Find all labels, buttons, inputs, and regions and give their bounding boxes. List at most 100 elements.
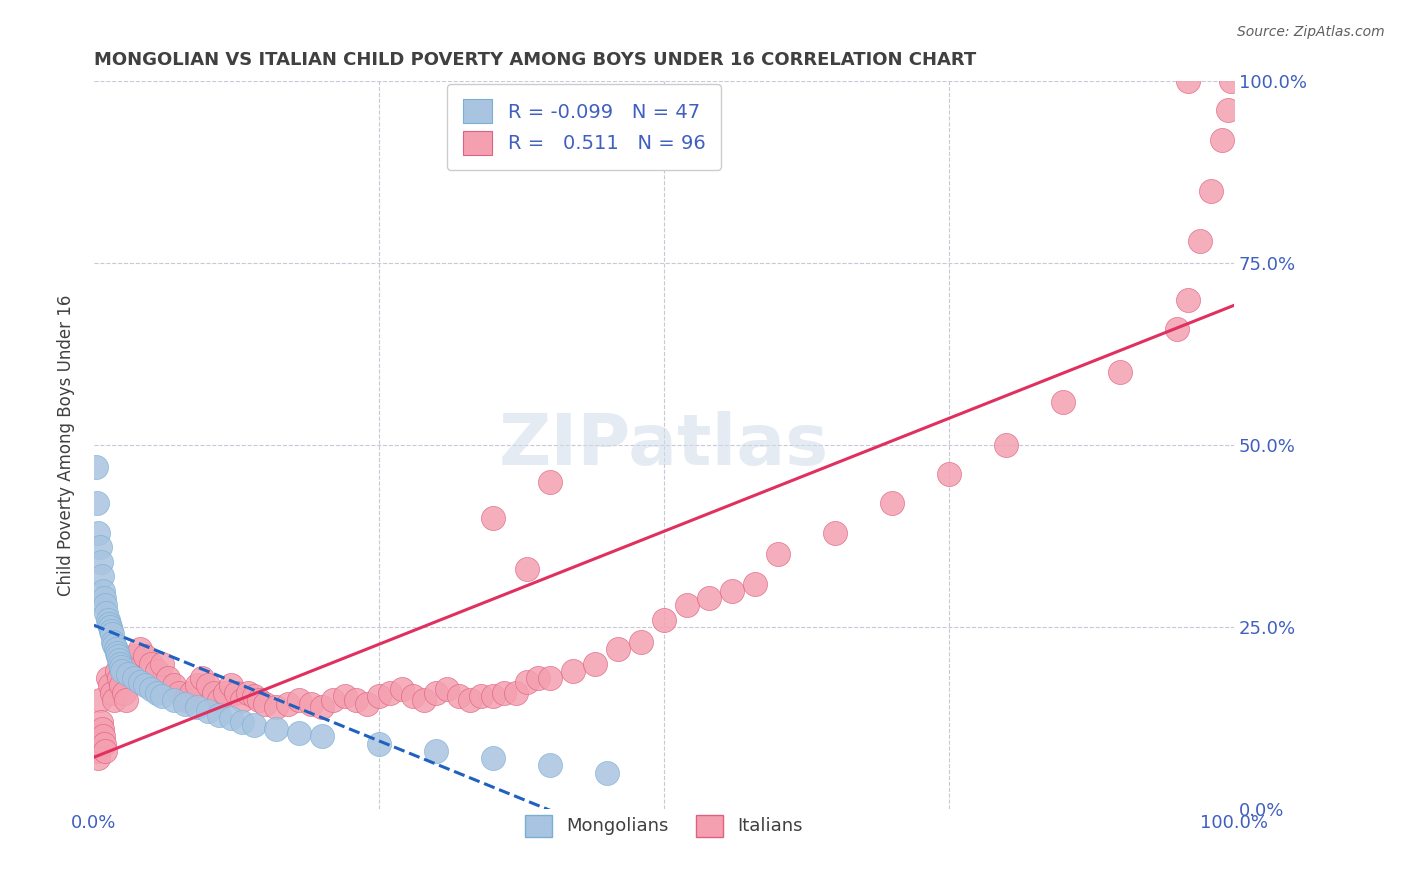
Point [90,555,112,569]
Point [231,693,253,707]
Point [425,744,447,758]
Point [163,693,186,707]
Point [197,678,219,692]
Point [266,722,288,736]
Point [101,686,124,700]
Point [231,714,253,729]
Point [108,657,131,671]
Point [630,634,652,648]
Point [122,649,145,664]
Text: MONGOLIAN VS ITALIAN CHILD POVERTY AMONG BOYS UNDER 16 CORRELATION CHART: MONGOLIAN VS ITALIAN CHILD POVERTY AMONG… [94,51,976,69]
Text: Source: ZipAtlas.com: Source: ZipAtlas.com [1237,25,1385,39]
Point [110,660,132,674]
Point [458,693,481,707]
Point [214,686,236,700]
Point [115,693,138,707]
Point [322,693,344,707]
Point [139,657,162,671]
Point [86,496,108,510]
Point [880,496,903,510]
Point [202,686,225,700]
Point [1211,132,1233,146]
Point [744,576,766,591]
Point [87,751,110,765]
Point [311,700,333,714]
Point [494,686,516,700]
Point [482,690,505,704]
Point [585,657,607,671]
Point [117,657,139,671]
Point [84,460,107,475]
Point [150,690,173,704]
Point [93,737,115,751]
Point [277,697,299,711]
Point [1177,74,1199,88]
Point [145,664,167,678]
Point [108,653,131,667]
Point [607,642,630,657]
Point [98,620,121,634]
Point [247,693,270,707]
Point [1166,322,1188,336]
Point [766,548,789,562]
Point [134,678,156,692]
Point [157,671,180,685]
Point [103,634,125,648]
Point [174,693,197,707]
Point [86,744,108,758]
Point [242,718,264,732]
Point [93,591,115,605]
Point [139,681,162,696]
Point [367,690,389,704]
Point [333,690,356,704]
Point [90,722,112,736]
Point [105,664,128,678]
Point [721,583,744,598]
Point [134,649,156,664]
Point [299,697,322,711]
Point [242,690,264,704]
Point [675,599,697,613]
Point [117,667,139,681]
Point [527,671,550,685]
Point [516,674,538,689]
Point [482,511,505,525]
Point [89,693,111,707]
Point [122,671,145,685]
Point [191,671,214,685]
Point [197,704,219,718]
Point [1052,394,1074,409]
Point [103,693,125,707]
Point [1216,103,1239,118]
Point [108,671,131,685]
Point [538,475,561,489]
Point [150,657,173,671]
Point [425,686,447,700]
Point [101,627,124,641]
Point [208,693,231,707]
Point [186,678,208,692]
Point [938,467,960,482]
Point [236,686,259,700]
Point [84,737,107,751]
Point [105,646,128,660]
Y-axis label: Child Poverty Among Boys Under 16: Child Poverty Among Boys Under 16 [58,294,75,596]
Point [1177,293,1199,307]
Point [94,744,117,758]
Point [145,686,167,700]
Point [180,686,202,700]
Point [186,700,208,714]
Point [288,725,311,739]
Point [89,540,111,554]
Point [97,671,120,685]
Text: ZIPatlas: ZIPatlas [499,410,830,480]
Point [91,583,114,598]
Point [311,730,333,744]
Point [288,693,311,707]
Point [356,697,378,711]
Point [561,664,583,678]
Point [596,765,619,780]
Point [174,697,197,711]
Point [128,674,150,689]
Point [391,681,413,696]
